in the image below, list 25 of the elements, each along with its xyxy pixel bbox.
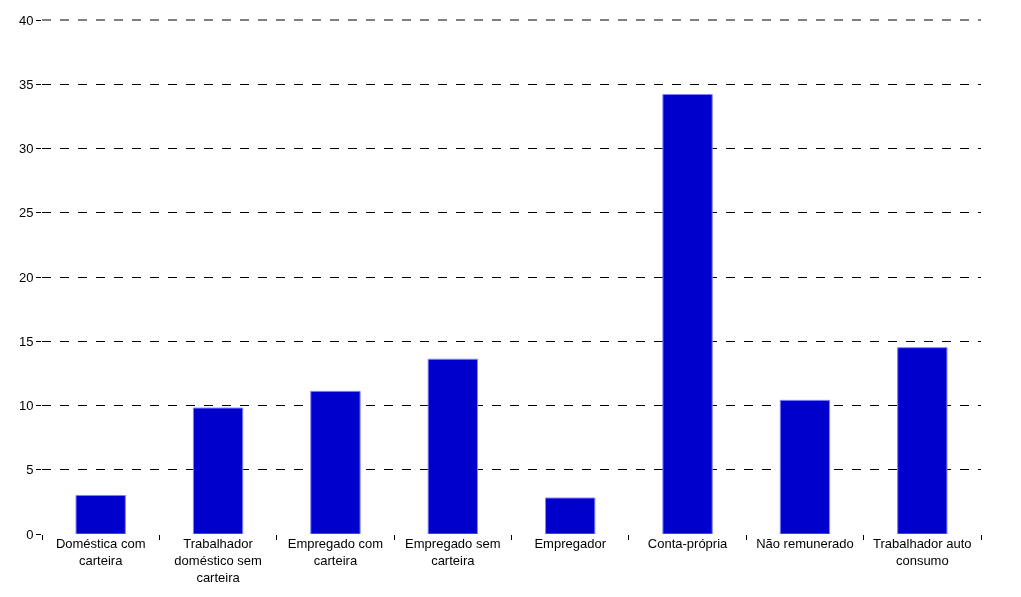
- x-tick-label: Não remunerado: [756, 536, 854, 551]
- y-tick-label: 25: [18, 205, 34, 221]
- bar: [897, 347, 948, 534]
- x-tick-label: Empregado sem carteira: [405, 536, 501, 568]
- y-tick-label: 35: [18, 76, 34, 92]
- y-tick-label: 10: [18, 398, 34, 414]
- x-tick-label: Doméstica com carteira: [55, 536, 146, 568]
- x-tick-label: Empregador: [534, 536, 607, 551]
- x-tick-label: Empregado com carteira: [287, 536, 384, 568]
- x-tick-label: Trabalhador doméstico sem carteira: [174, 536, 262, 585]
- y-tick-label: 40: [18, 12, 34, 28]
- y-tick-label: 30: [18, 141, 34, 157]
- x-tick-label: Conta-própria: [647, 536, 729, 551]
- bar: [75, 494, 126, 534]
- y-tick-label: 15: [18, 333, 34, 349]
- y-tick-label: 20: [18, 269, 34, 285]
- bar: [545, 497, 596, 534]
- bar: [427, 358, 478, 534]
- y-tick-label: 5: [26, 462, 34, 478]
- bar: [779, 399, 831, 534]
- bar: [310, 390, 361, 534]
- bar: [662, 94, 713, 534]
- y-tick-label: 0: [26, 526, 34, 542]
- bar: [192, 407, 244, 534]
- x-tick-label: Trabalhador auto consumo: [873, 536, 972, 568]
